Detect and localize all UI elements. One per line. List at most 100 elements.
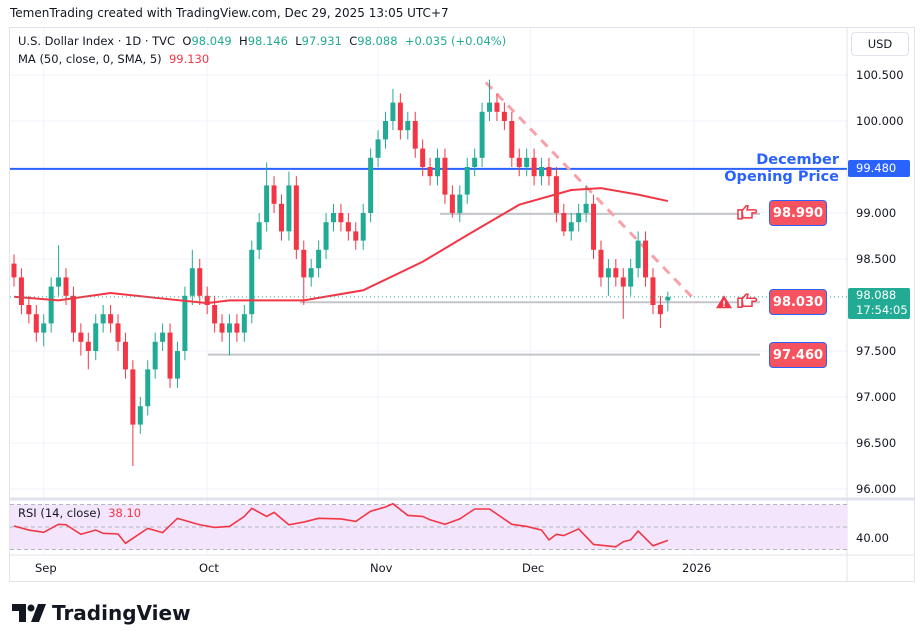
candle-body [278, 203, 284, 232]
candle-body [115, 323, 121, 342]
open-value: 98.049 [191, 34, 232, 48]
candle-body [375, 139, 381, 158]
candle-body [85, 341, 91, 351]
opening-price-tag: 99.480 [848, 160, 910, 177]
candle-body [427, 167, 433, 177]
candle-body [323, 222, 329, 250]
ma-line [13, 187, 669, 305]
warning-icon [716, 295, 732, 309]
candle-body [182, 295, 188, 351]
candle-body [212, 305, 218, 324]
bar-countdown: 17:54:05 [856, 303, 908, 317]
candle-body [353, 231, 359, 241]
ma-legend[interactable]: MA (50, close, 0, SMA, 5) 99.130 [18, 52, 209, 66]
candle-body [26, 305, 32, 315]
candle-body [226, 323, 232, 333]
annotation-line: December [756, 152, 839, 168]
candle-body [583, 203, 589, 213]
price-tick: 96.500 [856, 436, 897, 450]
rsi-line [13, 502, 669, 548]
time-tick: Dec [522, 561, 545, 575]
candle-body [286, 185, 292, 232]
rsi-legend[interactable]: RSI (14, close) 38.10 [18, 506, 141, 520]
candle-body [650, 277, 656, 305]
candle-body [494, 102, 500, 112]
candle-body [464, 167, 470, 195]
tradingview-logo[interactable]: TradingView [12, 601, 191, 625]
candle-body [197, 268, 203, 296]
close-label: C [349, 34, 358, 48]
candle-body [524, 157, 530, 167]
level-label[interactable]: 98.990 [769, 200, 827, 226]
rsi-band [10, 504, 847, 550]
price-tick: 99.000 [856, 206, 897, 220]
candle-body [405, 121, 411, 131]
low-value: 97.931 [301, 34, 342, 48]
ma-label: MA (50, close, 0, SMA, 5) [18, 52, 162, 66]
rsi-value: 38.10 [108, 506, 142, 520]
brand-name: TradingView [52, 601, 191, 625]
candle-body [219, 323, 225, 333]
candle-body [145, 369, 151, 407]
symbol-name[interactable]: U.S. Dollar Index · 1D · TVC [18, 34, 176, 48]
candle-body [539, 167, 545, 177]
current-price: 98.088 [856, 288, 897, 302]
candle-body [472, 157, 478, 167]
price-tick: 97.500 [856, 344, 897, 358]
candle-body [63, 277, 69, 296]
level-label[interactable]: 98.030 [769, 289, 827, 315]
high-value: 98.146 [247, 34, 288, 48]
candle-body [598, 249, 604, 278]
chart-frame [9, 27, 915, 582]
close-value: 98.088 [357, 34, 398, 48]
candle-body [130, 369, 136, 425]
candle-body [249, 249, 255, 315]
candle-body [509, 121, 515, 158]
symbol-legend: U.S. Dollar Index · 1D · TVC O98.049 H98… [18, 34, 506, 48]
candle-body [501, 111, 507, 121]
candle-body [316, 249, 322, 269]
candle-body [516, 157, 522, 167]
candle-body [531, 157, 537, 177]
candle-body [78, 332, 84, 342]
pointing-hand-icon [737, 205, 758, 220]
candle-body [152, 341, 158, 370]
candle-body [330, 213, 336, 223]
trend-line [484, 81, 699, 304]
candle-body [457, 194, 463, 213]
candle-body [56, 277, 62, 287]
candle-body [665, 296, 671, 301]
candle-body [628, 268, 634, 287]
candle-body [293, 185, 299, 250]
time-tick: Oct [199, 561, 219, 575]
candle-body [122, 341, 128, 370]
candle-body [167, 332, 173, 379]
time-tick: Nov [370, 561, 393, 575]
candle-body [108, 314, 114, 324]
candle-body [256, 222, 262, 250]
opening-price-annotation: December Opening Price [724, 152, 839, 186]
candle-body [613, 268, 619, 278]
candle-body [635, 240, 641, 269]
candle-body [301, 249, 307, 278]
candle-body [137, 406, 143, 425]
candle-body [605, 268, 611, 278]
candle-body [449, 194, 455, 213]
price-tick: 100.500 [856, 68, 904, 82]
price-tick: 100.000 [856, 114, 904, 128]
candle-body [368, 157, 374, 213]
candle-body [591, 203, 597, 250]
currency-button[interactable]: USD [851, 32, 909, 56]
level-label[interactable]: 97.460 [769, 342, 827, 368]
pointing-hand-icon [737, 293, 758, 308]
candle-body [41, 323, 47, 333]
candle-body [234, 323, 240, 333]
candle-body [576, 213, 582, 223]
candle-body [33, 314, 39, 333]
price-tick: 96.000 [856, 482, 897, 496]
candle-body [620, 277, 626, 287]
candle-body [100, 314, 106, 324]
candle-body [479, 111, 485, 158]
